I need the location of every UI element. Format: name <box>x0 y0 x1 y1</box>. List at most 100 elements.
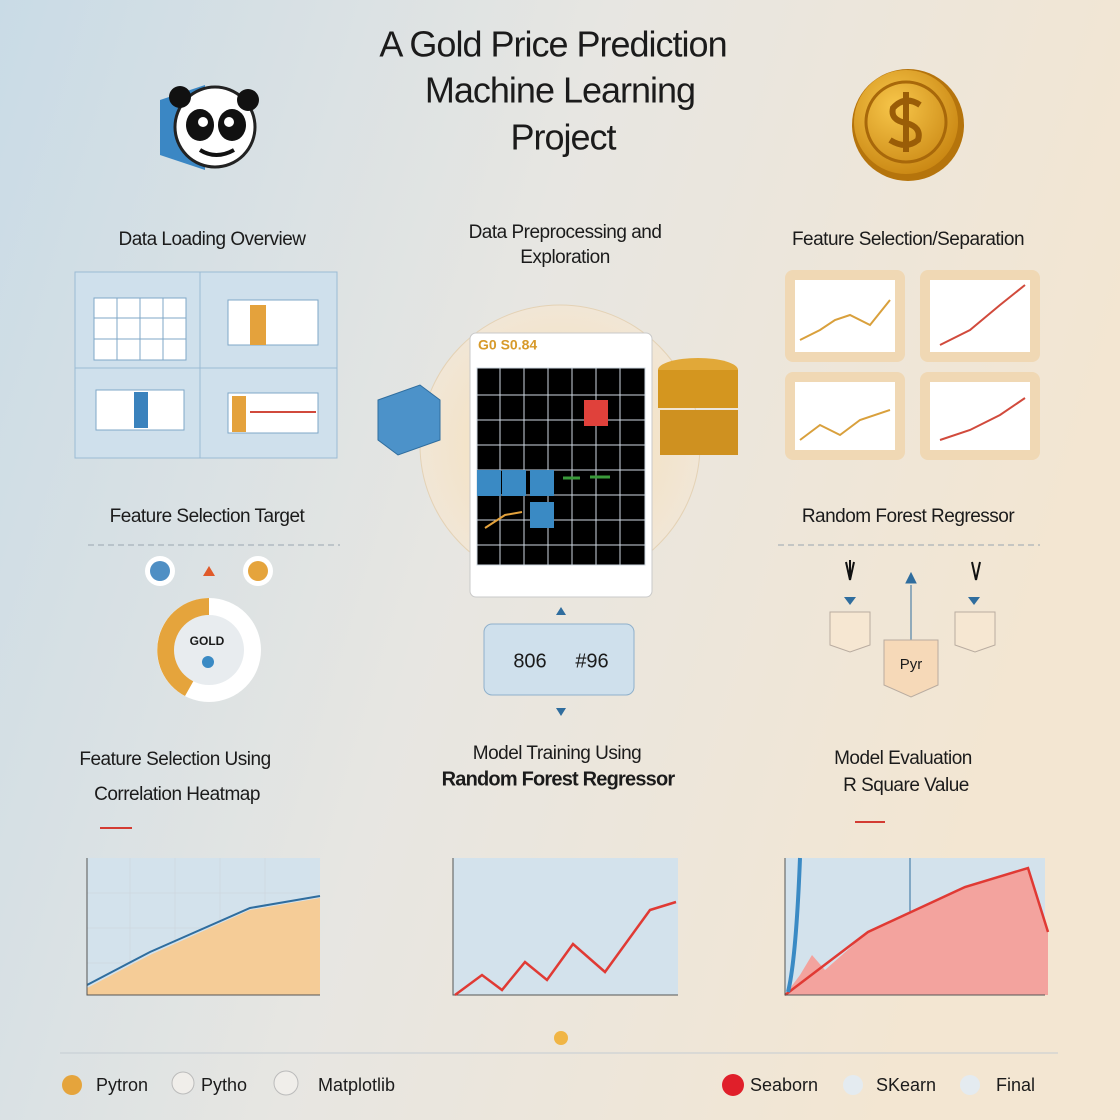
footer-circle <box>722 1074 744 1096</box>
preview-panel-path <box>377 384 441 456</box>
label: Data Preprocessing and <box>469 222 662 243</box>
footer-circle <box>843 1075 863 1095</box>
label: Model Training Using <box>473 743 641 764</box>
heatmap-chart <box>86 827 321 996</box>
label: Feature Selection Using <box>79 749 270 770</box>
label: Data Loading Overview <box>119 229 307 250</box>
feature-cards-path <box>799 299 891 341</box>
footer: Pytron Pytho Matplotlib Seaborn SKearn F… <box>60 1052 1058 1096</box>
evaluation-chart-path <box>784 858 1045 996</box>
label: Random Forest Regressor <box>442 768 676 790</box>
label: A Gold Price Prediction <box>379 24 726 65</box>
panda-icon-circle <box>173 85 257 169</box>
evaluation-chart <box>784 821 1050 996</box>
coin-icon <box>852 69 964 181</box>
label: Exploration <box>520 247 610 268</box>
feature-cards-rect <box>795 382 895 450</box>
label: GOLD <box>190 634 225 648</box>
panda-icon <box>160 85 259 170</box>
preview-panel-rect <box>530 502 554 528</box>
regressor-diagram: Pyr <box>778 544 1040 698</box>
label: Correlation Heatmap <box>94 784 260 805</box>
panda-icon-circle <box>198 117 208 127</box>
preview-panel-path <box>484 511 523 529</box>
label: Seaborn <box>750 1075 818 1095</box>
target-diagram-circle <box>174 615 244 685</box>
label: Pytron <box>96 1075 148 1095</box>
training-chart-path <box>452 858 678 996</box>
feature-cards-rect <box>930 280 1030 352</box>
label: G0 S0.84 <box>478 337 537 353</box>
label: Final <box>996 1075 1035 1095</box>
heatmap-chart-path <box>87 898 320 995</box>
panda-icon-circle <box>224 117 234 127</box>
label: #96 <box>575 650 608 672</box>
feature-cards <box>785 270 1040 460</box>
label: SKearn <box>876 1075 936 1095</box>
regressor-diagram-path <box>971 561 981 581</box>
preview-panel-rect <box>660 410 738 455</box>
feature-cards-rect <box>930 382 1030 450</box>
preview-panel-rect <box>584 400 608 426</box>
label: Feature Selection Target <box>110 506 306 527</box>
label: R Square Value <box>843 775 969 796</box>
label: Pyr <box>900 656 923 673</box>
feature-cards-path <box>799 409 891 441</box>
feature-cards-path <box>939 397 1026 441</box>
title: A Gold Price Prediction Machine Learning… <box>379 24 727 158</box>
label: Feature Selection/Separation <box>792 229 1024 250</box>
data-loading-panel <box>74 271 338 459</box>
regressor-diagram-path <box>883 639 939 698</box>
training-chart-circle <box>554 1031 568 1045</box>
coin-icon-path <box>888 92 922 152</box>
heatmap-chart-path <box>86 895 321 986</box>
preview-panel-rect <box>502 470 526 496</box>
result-box-rect <box>483 623 635 696</box>
target-diagram-circle <box>150 561 170 581</box>
evaluation-chart-path <box>786 857 802 993</box>
coin-icon-circle <box>864 80 948 164</box>
preview-panel: G0 S0.84 <box>377 304 738 598</box>
training-chart-rect <box>453 858 678 995</box>
heatmap-chart-path <box>86 858 320 996</box>
preview-panel-path <box>476 367 646 566</box>
preview-panel-rect <box>530 470 554 496</box>
training-chart-path <box>454 900 677 997</box>
training-chart <box>452 858 678 1045</box>
data-loading-panel-rect <box>134 392 148 428</box>
preview-panel-rect <box>658 370 738 408</box>
regressor-diagram-path <box>829 611 871 653</box>
result-box: 806 #96 <box>483 607 635 716</box>
preview-panel-path <box>563 475 610 480</box>
panda-icon-circle <box>169 86 191 108</box>
footer-circle <box>171 1071 195 1095</box>
panda-icon-circle <box>237 89 259 111</box>
label: Machine Learning <box>425 70 695 111</box>
data-loading-panel-rect <box>227 299 319 346</box>
label: Project <box>510 117 616 158</box>
label: 806 <box>513 650 546 672</box>
footer-circle <box>273 1070 299 1096</box>
label: Matplotlib <box>318 1075 395 1095</box>
preview-panel-rect <box>477 470 501 496</box>
regressor-diagram-path <box>845 560 855 581</box>
data-loading-panel-rect <box>250 305 266 345</box>
target-diagram-path <box>157 598 209 696</box>
target-diagram-circle <box>248 561 268 581</box>
data-loading-panel-rect <box>232 396 246 432</box>
data-loading-panel-path <box>94 298 186 360</box>
regressor-diagram-path <box>954 611 996 653</box>
target-diagram-path <box>203 566 215 576</box>
label: Model Evaluation <box>834 748 972 769</box>
feature-cards-path <box>939 284 1026 346</box>
target-diagram: GOLD <box>88 544 340 702</box>
evaluation-chart-path <box>784 866 1050 996</box>
section-headings: Data Loading Overview Data Preprocessing… <box>79 222 1024 805</box>
footer-circle <box>960 1075 980 1095</box>
target-diagram-circle <box>202 656 214 668</box>
label: Random Forest Regressor <box>802 506 1016 527</box>
evaluation-chart-path <box>785 868 1048 995</box>
panda-icon-path <box>198 148 235 157</box>
footer-circle <box>62 1075 82 1095</box>
